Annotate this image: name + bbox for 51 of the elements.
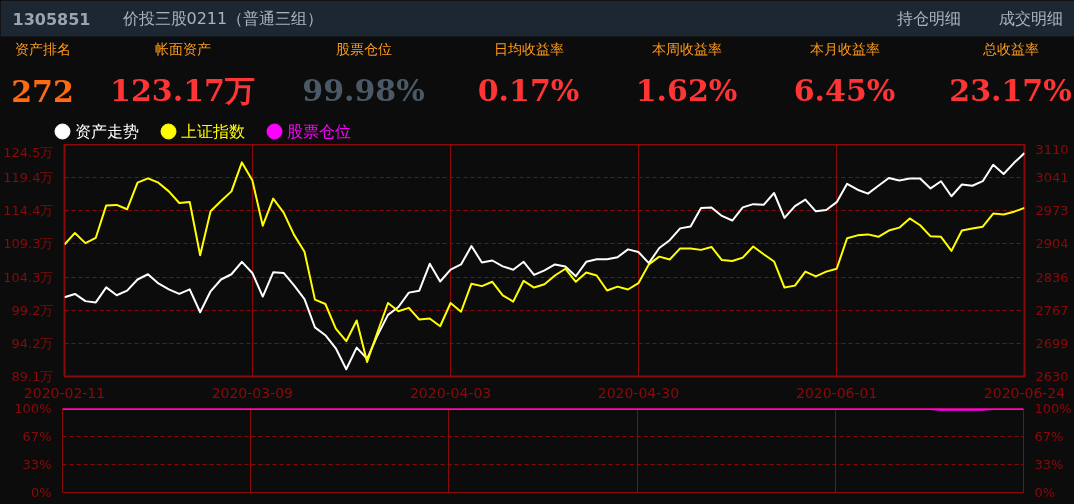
- legend-label: 资产走势: [74, 122, 139, 141]
- text: 资产排名: [14, 40, 71, 57]
- y2-tick-label: 0%: [1034, 485, 1056, 500]
- text: 272: [11, 73, 74, 109]
- y2-tick-label: 3041: [1035, 170, 1069, 186]
- y2-tick-label: 67%: [1034, 428, 1064, 444]
- y-tick-label: 104.3万: [3, 269, 54, 285]
- x-tick-label: 2020-06-24: [983, 384, 1066, 401]
- y-tick-label: 67%: [22, 428, 52, 444]
- y-tick-label: 94.2万: [11, 335, 54, 351]
- y2-tick-label: 2699: [1035, 335, 1069, 351]
- text: 持仓明细: [896, 9, 961, 28]
- y2-tick-label: 2904: [1035, 236, 1069, 252]
- y-tick-label: 100%: [14, 401, 52, 416]
- legend-label: 股票仓位: [286, 122, 351, 141]
- text: 帐面资产: [154, 40, 211, 57]
- y-tick-label: 0%: [30, 485, 52, 500]
- text: 1.62%: [635, 73, 738, 108]
- text: 本月收益率: [809, 40, 880, 57]
- y2-tick-label: 3110: [1035, 141, 1069, 157]
- text: 总收益率: [981, 40, 1039, 57]
- text: 日均收益率: [493, 40, 564, 57]
- text: 123.17万: [110, 73, 255, 108]
- y-tick-label: 89.1万: [11, 369, 54, 384]
- text: 价投三股0211（普通三组）: [121, 9, 324, 28]
- y2-tick-label: 2836: [1035, 269, 1069, 285]
- text: 23.17%: [949, 73, 1072, 108]
- text: 成交明细: [998, 9, 1063, 28]
- text: 6.45%: [793, 73, 896, 108]
- y-tick-label: 119.4万: [3, 170, 54, 186]
- y-tick-label: 114.4万: [3, 203, 54, 219]
- text: 本周收益率: [651, 40, 722, 57]
- legend-label: 上证指数: [180, 122, 245, 141]
- x-tick-label: 2020-03-09: [211, 384, 294, 401]
- x-tick-label: 2020-04-30: [597, 384, 680, 401]
- y-tick-label: 109.3万: [3, 236, 54, 252]
- text: 0.17%: [477, 73, 580, 108]
- y2-tick-label: 2630: [1035, 369, 1069, 384]
- y-tick-label: 124.5万: [3, 144, 54, 160]
- y-tick-label: 33%: [22, 457, 52, 473]
- x-tick-label: 2020-02-11: [23, 384, 106, 401]
- y2-tick-label: 2767: [1035, 302, 1069, 318]
- text: 99.98%: [302, 73, 425, 108]
- y2-tick-label: 2973: [1035, 203, 1069, 219]
- x-tick-label: 2020-06-01: [795, 384, 878, 401]
- x-tick-label: 2020-04-03: [409, 384, 492, 401]
- y2-tick-label: 33%: [1034, 457, 1064, 473]
- y-tick-label: 99.2万: [11, 302, 54, 318]
- text: 1305851: [12, 9, 91, 29]
- text: 股票仓位: [335, 40, 392, 57]
- y2-tick-label: 100%: [1034, 401, 1072, 416]
